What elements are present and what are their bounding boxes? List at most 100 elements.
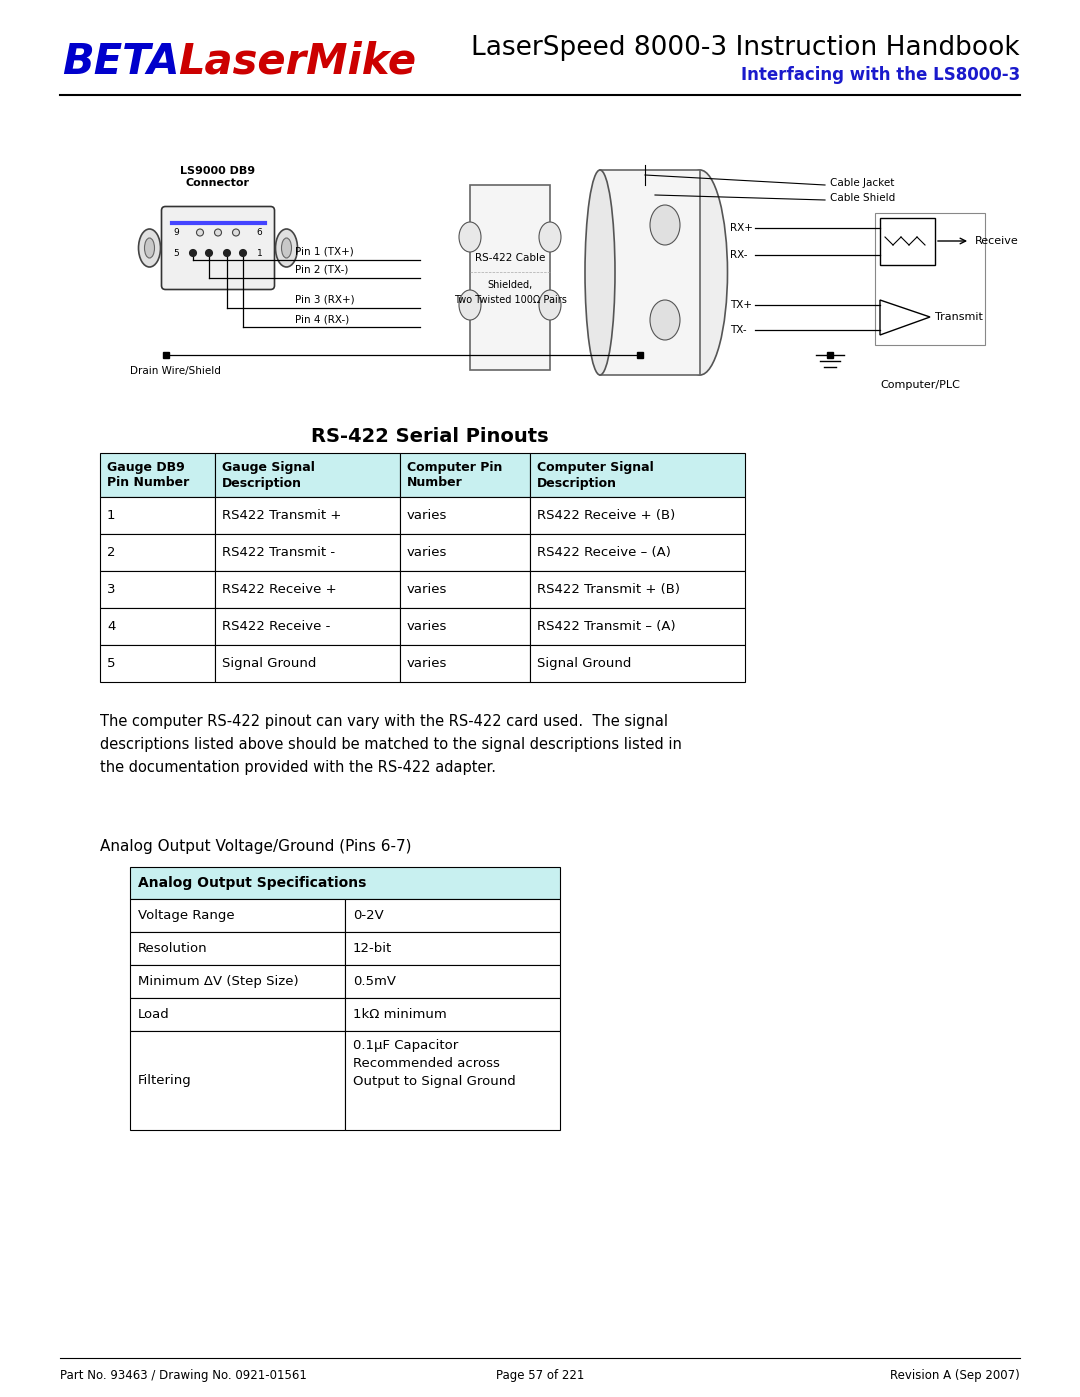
Text: The computer RS-422 pinout can vary with the RS-422 card used.  The signal
descr: The computer RS-422 pinout can vary with… xyxy=(100,714,681,774)
Bar xyxy=(345,1031,561,1130)
Bar xyxy=(100,571,215,608)
Text: varies: varies xyxy=(407,583,447,597)
Circle shape xyxy=(197,229,203,236)
Text: Minimum ΔV (Step Size): Minimum ΔV (Step Size) xyxy=(138,975,299,988)
Text: Part No. 93463 / Drawing No. 0921-01561: Part No. 93463 / Drawing No. 0921-01561 xyxy=(60,1369,307,1383)
Ellipse shape xyxy=(673,170,728,374)
Bar xyxy=(530,645,745,682)
Text: Pin 1 (TX+): Pin 1 (TX+) xyxy=(295,247,354,257)
Text: RS422 Receive + (B): RS422 Receive + (B) xyxy=(537,509,675,522)
Bar xyxy=(215,534,400,571)
Text: 12-bit: 12-bit xyxy=(353,942,392,956)
Text: TX-: TX- xyxy=(730,326,746,335)
Text: RS422 Transmit – (A): RS422 Transmit – (A) xyxy=(537,620,676,633)
Bar xyxy=(130,997,345,1031)
Circle shape xyxy=(205,250,213,257)
Text: 0.1μF Capacitor
Recommended across
Output to Signal Ground: 0.1μF Capacitor Recommended across Outpu… xyxy=(353,1039,516,1088)
Bar xyxy=(530,497,745,534)
Text: 2: 2 xyxy=(107,546,116,559)
Text: RS-422 Serial Pinouts: RS-422 Serial Pinouts xyxy=(311,427,549,447)
Text: Cable Jacket: Cable Jacket xyxy=(831,177,894,189)
Ellipse shape xyxy=(650,300,680,339)
Bar xyxy=(215,497,400,534)
Text: Interfacing with the LS8000-3: Interfacing with the LS8000-3 xyxy=(741,66,1020,84)
Text: Shielded,: Shielded, xyxy=(487,279,532,291)
Text: Resolution: Resolution xyxy=(138,942,207,956)
Circle shape xyxy=(224,250,230,257)
Text: 3: 3 xyxy=(107,583,116,597)
Bar xyxy=(400,453,530,497)
Text: 5: 5 xyxy=(107,657,116,671)
Text: Computer Pin
Number: Computer Pin Number xyxy=(407,461,502,489)
Text: Two Twisted 100Ω Pairs: Two Twisted 100Ω Pairs xyxy=(454,295,566,305)
Text: varies: varies xyxy=(407,620,447,633)
Text: RS-422 Cable: RS-422 Cable xyxy=(475,253,545,263)
Bar xyxy=(880,218,935,265)
Text: Filtering: Filtering xyxy=(138,1074,192,1087)
Text: 1: 1 xyxy=(107,509,116,522)
Bar xyxy=(345,900,561,932)
Circle shape xyxy=(189,250,197,257)
Bar xyxy=(162,352,168,358)
Bar xyxy=(600,170,700,374)
Ellipse shape xyxy=(282,237,292,258)
Text: RS422 Transmit + (B): RS422 Transmit + (B) xyxy=(537,583,680,597)
Bar xyxy=(215,571,400,608)
Ellipse shape xyxy=(539,291,561,320)
Text: varies: varies xyxy=(407,546,447,559)
Bar xyxy=(345,932,561,965)
Text: Computer/PLC: Computer/PLC xyxy=(880,380,960,390)
Text: Gauge Signal
Description: Gauge Signal Description xyxy=(222,461,315,489)
Bar xyxy=(345,965,561,997)
Text: Cable Shield: Cable Shield xyxy=(831,193,895,203)
Text: 0.5mV: 0.5mV xyxy=(353,975,396,988)
Text: Load: Load xyxy=(138,1009,170,1021)
Bar xyxy=(470,184,550,370)
Bar xyxy=(215,645,400,682)
Text: 6: 6 xyxy=(257,228,262,237)
Text: 1: 1 xyxy=(257,249,262,257)
Text: 1kΩ minimum: 1kΩ minimum xyxy=(353,1009,447,1021)
Ellipse shape xyxy=(459,291,481,320)
Bar xyxy=(400,645,530,682)
Text: Analog Output Specifications: Analog Output Specifications xyxy=(138,876,366,890)
Text: RS422 Transmit -: RS422 Transmit - xyxy=(222,546,335,559)
Bar xyxy=(100,497,215,534)
Ellipse shape xyxy=(650,205,680,244)
Bar xyxy=(130,1031,345,1130)
Text: Transmit: Transmit xyxy=(935,312,983,321)
Bar xyxy=(100,608,215,645)
Text: Voltage Range: Voltage Range xyxy=(138,909,234,922)
Text: RS422 Receive -: RS422 Receive - xyxy=(222,620,330,633)
Text: varies: varies xyxy=(407,657,447,671)
Text: Pin 3 (RX+): Pin 3 (RX+) xyxy=(295,295,354,305)
Text: 4: 4 xyxy=(107,620,116,633)
Text: BETA: BETA xyxy=(62,41,179,82)
FancyBboxPatch shape xyxy=(162,207,274,289)
Bar xyxy=(400,497,530,534)
Text: LaserSpeed 8000-3 Instruction Handbook: LaserSpeed 8000-3 Instruction Handbook xyxy=(471,35,1020,61)
Bar xyxy=(100,453,215,497)
Polygon shape xyxy=(880,300,930,335)
Text: Pin 4 (RX-): Pin 4 (RX-) xyxy=(295,314,349,324)
Text: LS9000 DB9
Connector: LS9000 DB9 Connector xyxy=(180,166,256,189)
Text: TX+: TX+ xyxy=(730,300,752,310)
Bar xyxy=(530,571,745,608)
Bar xyxy=(827,352,833,358)
Circle shape xyxy=(215,229,221,236)
Bar xyxy=(530,453,745,497)
Bar xyxy=(637,352,643,358)
Bar xyxy=(400,608,530,645)
Text: 0-2V: 0-2V xyxy=(353,909,383,922)
Text: RS422 Transmit +: RS422 Transmit + xyxy=(222,509,341,522)
Text: RX+: RX+ xyxy=(730,224,753,233)
Text: Analog Output Voltage/Ground (Pins 6-7): Analog Output Voltage/Ground (Pins 6-7) xyxy=(100,840,411,855)
Text: Gauge DB9
Pin Number: Gauge DB9 Pin Number xyxy=(107,461,189,489)
Text: Computer Signal
Description: Computer Signal Description xyxy=(537,461,653,489)
Text: Page 57 of 221: Page 57 of 221 xyxy=(496,1369,584,1383)
Bar xyxy=(400,534,530,571)
Bar xyxy=(215,608,400,645)
Text: Revision A (Sep 2007): Revision A (Sep 2007) xyxy=(890,1369,1020,1383)
Bar xyxy=(130,900,345,932)
Bar xyxy=(400,571,530,608)
